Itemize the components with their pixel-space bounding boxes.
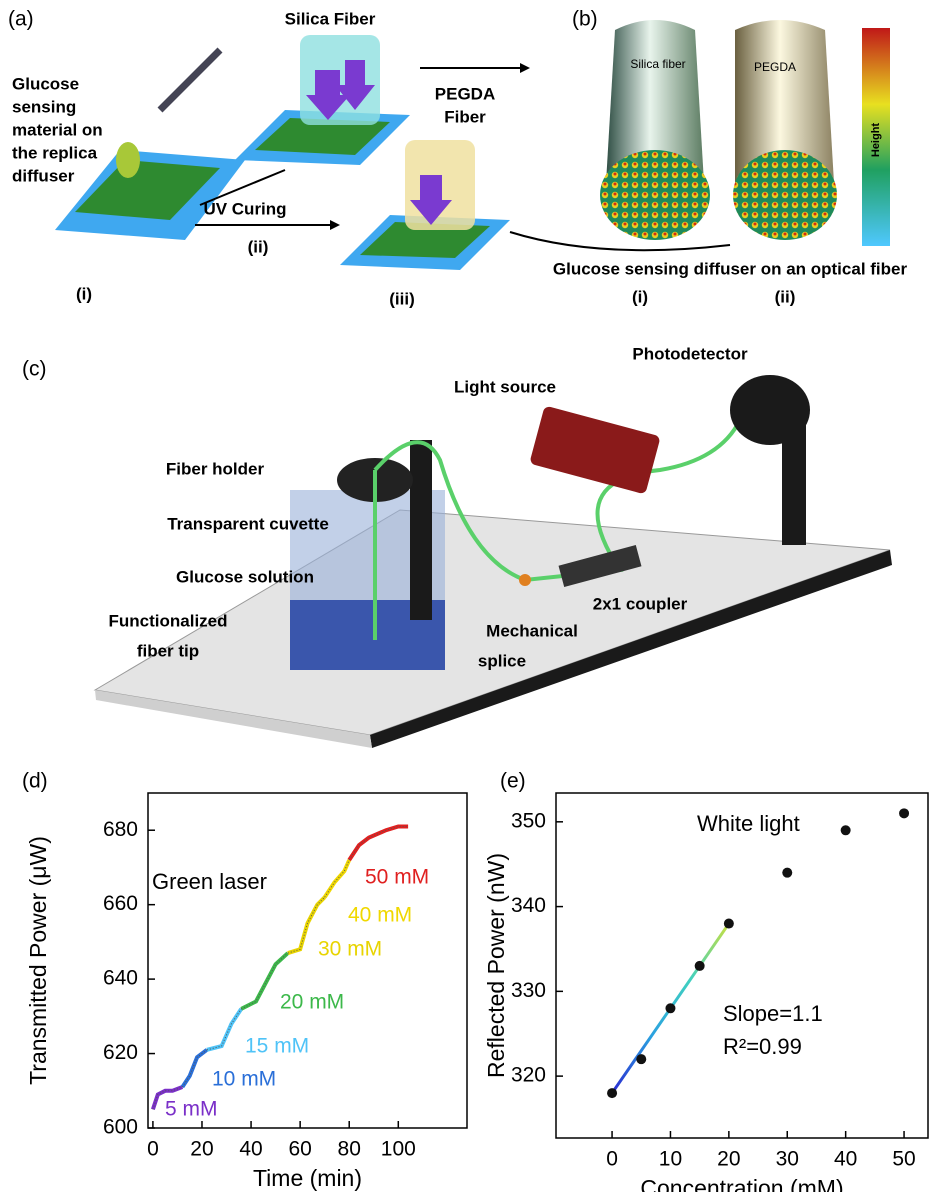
label: Light source [454, 377, 556, 396]
point [782, 868, 792, 878]
label: splice [478, 651, 526, 670]
arrow-head [330, 220, 340, 230]
label: Photodetector [632, 344, 748, 363]
diffuser-surface [733, 150, 837, 240]
plot-frame [556, 793, 928, 1138]
y-tick-label: 340 [511, 894, 546, 917]
data-line [349, 827, 408, 861]
label: sensing [12, 97, 76, 116]
series-label: 5 mM [165, 1098, 218, 1121]
y-axis-label: Transmitted Power (μW) [25, 836, 51, 1085]
light-source [529, 405, 660, 494]
arrow-head [520, 63, 530, 73]
label: Silica fiber [630, 57, 685, 71]
series-label: 20 mM [280, 991, 344, 1014]
x-tick-label: 20 [190, 1138, 213, 1161]
x-tick-label: 100 [381, 1138, 416, 1161]
x-tick-label: 0 [606, 1148, 618, 1171]
detector-post [782, 420, 806, 545]
pipette [160, 50, 220, 110]
panel-label: (a) [8, 8, 34, 31]
label: the replica [12, 143, 98, 162]
y-tick-label: 640 [103, 967, 138, 990]
point [724, 919, 734, 929]
plot-frame [148, 793, 467, 1128]
holder-post [410, 440, 432, 620]
x-tick-label: 40 [834, 1148, 857, 1171]
series-label: 40 mM [348, 904, 412, 927]
point [607, 1088, 617, 1098]
point [665, 1003, 675, 1013]
label: Fiber holder [166, 459, 265, 478]
droplet [116, 142, 140, 178]
label: Height [870, 123, 882, 158]
label: diffuser [12, 166, 75, 185]
label: Silica Fiber [285, 9, 376, 28]
label: Mechanical [486, 621, 578, 640]
point [695, 961, 705, 971]
y-tick-label: 350 [511, 809, 546, 832]
y-tick-label: 660 [103, 892, 138, 915]
label: (i) [76, 284, 92, 303]
x-tick-label: 40 [239, 1138, 262, 1161]
y-axis-label: Reflected Power (nW) [483, 853, 509, 1078]
diagram-c [95, 375, 892, 748]
y-tick-label: 600 [103, 1116, 138, 1139]
annotation: Green laser [152, 869, 267, 894]
panel-label: (c) [22, 358, 47, 381]
diffuser-surface [600, 150, 710, 240]
x-tick-label: 60 [288, 1138, 311, 1161]
label: UV Curing [203, 199, 286, 218]
annotation: R²=0.99 [723, 1034, 802, 1059]
x-tick-label: 80 [338, 1138, 361, 1161]
label: (ii) [248, 237, 269, 256]
label: (i) [632, 287, 648, 306]
label: PEGDA [435, 84, 495, 103]
data-line [207, 1009, 241, 1050]
arrow [510, 232, 730, 250]
x-tick-label: 30 [776, 1148, 799, 1171]
diagram-b [600, 20, 890, 246]
page: (a) Silica Fiber Glucose sensing materia… [0, 0, 935, 1197]
panel-label: (d) [22, 770, 48, 793]
label: (ii) [775, 287, 796, 306]
point [899, 808, 909, 818]
label: Fiber [444, 107, 486, 126]
y-tick-label: 320 [511, 1064, 546, 1087]
label: Functionalized [109, 611, 228, 630]
label: Glucose [12, 74, 79, 93]
label: Transparent cuvette [167, 514, 329, 533]
panel-label: (e) [500, 770, 526, 793]
figure: (a) Silica Fiber Glucose sensing materia… [0, 0, 935, 1192]
label: Glucose solution [176, 567, 314, 586]
x-axis-label: Concentration (mM) [640, 1175, 843, 1192]
splice [519, 574, 531, 586]
x-axis-label: Time (min) [253, 1165, 362, 1191]
series-label: 10 mM [212, 1068, 276, 1091]
label: PEGDA [754, 60, 796, 74]
x-tick-label: 10 [659, 1148, 682, 1171]
y-tick-label: 680 [103, 818, 138, 841]
annotation: Slope=1.1 [723, 1001, 823, 1026]
panel-label: (b) [572, 8, 598, 31]
x-tick-label: 20 [717, 1148, 740, 1171]
y-tick-label: 330 [511, 979, 546, 1002]
series-label: 30 mM [318, 938, 382, 961]
label: (iii) [389, 289, 415, 308]
x-tick-label: 50 [892, 1148, 915, 1171]
x-tick-label: 0 [147, 1138, 159, 1161]
label: fiber tip [137, 641, 199, 660]
label: 2x1 coupler [593, 594, 688, 613]
series-label: 50 mM [365, 866, 429, 889]
point [841, 825, 851, 835]
annotation: White light [697, 811, 800, 836]
point [636, 1054, 646, 1064]
label: material on [12, 120, 103, 139]
y-tick-label: 620 [103, 1041, 138, 1064]
caption: Glucose sensing diffuser on an optical f… [553, 259, 908, 278]
series-label: 15 mM [245, 1035, 309, 1058]
